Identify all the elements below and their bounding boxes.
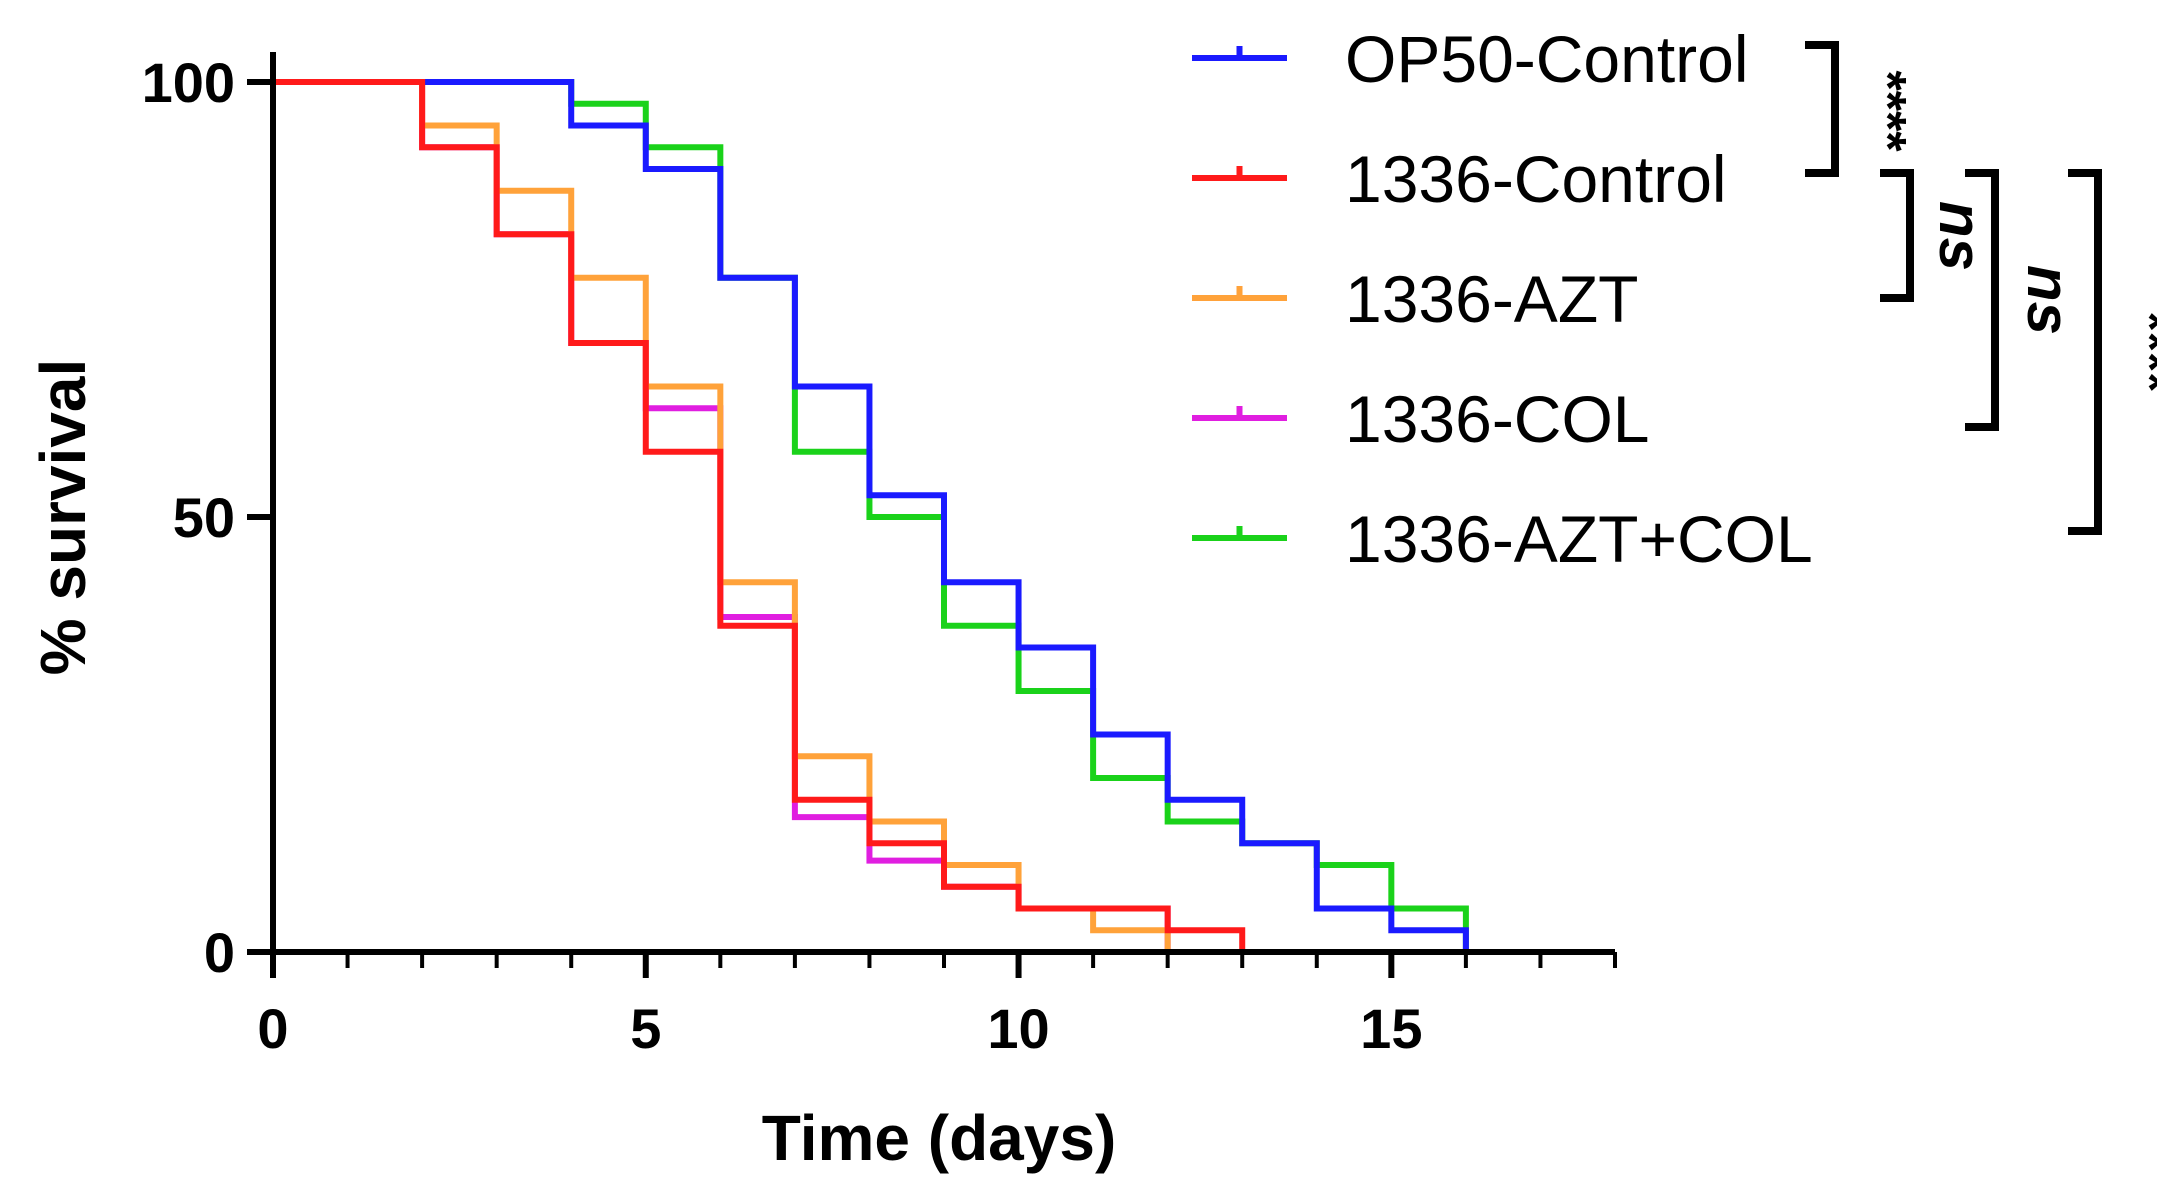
legend-label-1336-azt: 1336-AZT (1345, 262, 1638, 336)
series-line-1336-control (273, 79, 1246, 952)
significance-bracket (1880, 169, 1914, 302)
legend: OP50-Control 1336-Control 1336-AZT 1336-COL… (1192, 22, 1813, 576)
x-tick-label: 10 (987, 997, 1049, 1060)
legend-label-1336-azt-col: 1336-AZT+COL (1345, 502, 1813, 576)
series-layer (273, 79, 1469, 952)
legend-label-1336-control: 1336-Control (1345, 142, 1727, 216)
significance-label: ns (1927, 201, 1994, 271)
x-tick-label: 15 (1360, 997, 1422, 1060)
significance-bracket (1805, 41, 1839, 177)
significance-bracket (1965, 169, 1999, 431)
y-tick-label: 50 (173, 486, 235, 549)
y-axis-title: % survival (27, 359, 99, 676)
y-tick-label: 100 (142, 51, 235, 114)
significance-label: ns (2015, 265, 2082, 335)
series-line-op50-control (273, 79, 1469, 952)
x-tick-label: 5 (630, 997, 661, 1060)
x-axis-title: Time (days) (762, 1102, 1117, 1174)
axes: 0 5 10 15 0 50 100 Time (days) % survival (27, 51, 1617, 1174)
x-tick-label: 0 (257, 997, 288, 1060)
y-tick-label: 0 (204, 921, 235, 984)
significance-label: **** (2120, 312, 2157, 394)
significance-bracket (2068, 169, 2102, 535)
legend-label-op50-control: OP50-Control (1345, 22, 1749, 96)
legend-label-1336-col: 1336-COL (1345, 382, 1650, 456)
significance-label: **** (1858, 71, 1916, 153)
